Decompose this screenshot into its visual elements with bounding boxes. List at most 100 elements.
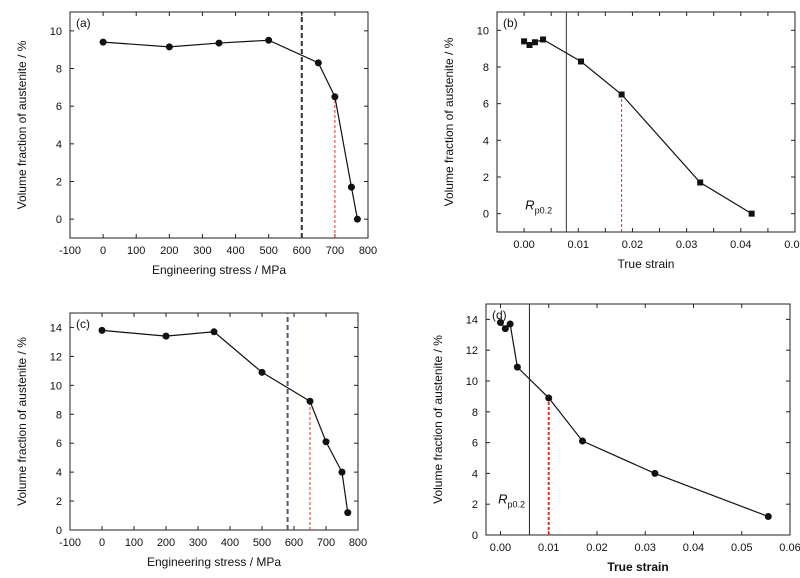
- data-point: [265, 36, 273, 44]
- data-point: [165, 43, 173, 51]
- x-tick-label: 0.05: [731, 542, 752, 554]
- x-tick-label: 0: [100, 245, 106, 257]
- x-tick-label: 0.02: [622, 239, 643, 251]
- series-line: [101, 329, 349, 513]
- y-tick-label: 10: [50, 26, 62, 38]
- data-point: [506, 320, 514, 328]
- panel-1: -100 0 100 200 300 400 500 600 700 800 0 2 4 6 8 10 Engi…: [15, 11, 377, 277]
- rp02-annotation: Rp0.2: [498, 491, 525, 509]
- data-point: [215, 39, 223, 47]
- x-tick-label: 0.03: [635, 542, 656, 554]
- y-tick-label: 10: [50, 380, 62, 392]
- data-point: [210, 328, 218, 336]
- y-tick-label: 10: [466, 376, 478, 388]
- data-point: [331, 93, 339, 101]
- data-point: [338, 468, 346, 476]
- plot-frame: [69, 11, 369, 239]
- data-point: [513, 363, 521, 371]
- data-point: [322, 438, 330, 446]
- y-tick-label: 2: [56, 177, 62, 189]
- x-tick-label: 0.01: [568, 239, 589, 251]
- data-point: [540, 36, 547, 43]
- x-tick-label: 500: [259, 245, 277, 257]
- y-axis-label: Volume fraction of austenite / %: [442, 37, 456, 206]
- data-point: [344, 509, 352, 517]
- data-point: [697, 179, 704, 186]
- data-point: [306, 397, 314, 405]
- x-tick-label: 300: [189, 537, 207, 549]
- rp02-annotation: Rp0.2: [525, 198, 552, 216]
- data-point: [577, 58, 584, 65]
- y-tick-label: 4: [472, 468, 478, 480]
- panel-tag: (a): [76, 16, 91, 30]
- y-tick-label: 2: [472, 499, 478, 511]
- x-tick-label: 700: [317, 537, 335, 549]
- panel-4: 0.00 0.01 0.02 0.03 0.04 0.05 0.06 0 2 4 6 8 10 12 14 T…: [431, 303, 800, 574]
- y-tick-label: 4: [56, 467, 62, 479]
- panel-3: -100 0 100 200 300 400 500 600 700 80002468101214…: [15, 312, 367, 569]
- data-point: [99, 38, 107, 46]
- y-tick-label: 2: [483, 172, 489, 184]
- series-line: [500, 322, 769, 518]
- x-tick-label: 100: [127, 245, 145, 257]
- x-axis-label: Engineering stress / MPa: [152, 263, 286, 277]
- x-axis-label: Engineering stress / MPa: [147, 555, 281, 569]
- y-tick-label: 0: [483, 209, 489, 221]
- data-point: [748, 210, 755, 217]
- x-tick-label: 700: [326, 245, 344, 257]
- y-tick-label: 4: [56, 139, 62, 151]
- plot-frame: [69, 312, 359, 531]
- data-point: [764, 513, 772, 521]
- y-axis-label: Volume fraction of austenite / %: [431, 335, 445, 504]
- panel-tag: (d): [492, 308, 507, 322]
- y-tick-label: 12: [466, 345, 478, 357]
- series-line: [523, 38, 752, 215]
- y-tick-label: 0: [56, 525, 62, 537]
- y-tick-label: 6: [56, 101, 62, 113]
- data-point: [347, 183, 355, 191]
- x-tick-label: 0.03: [676, 239, 697, 251]
- data-point: [353, 215, 361, 223]
- x-tick-label: -100: [59, 245, 81, 257]
- x-tick-label: 0.00: [513, 239, 534, 251]
- x-axis-label: True strain: [607, 560, 668, 574]
- x-tick-label: 600: [285, 537, 303, 549]
- plot-frame: [485, 303, 791, 536]
- x-tick-label: 0.06: [779, 542, 800, 554]
- data-point: [618, 91, 625, 98]
- y-tick-label: 6: [472, 438, 478, 450]
- y-axis-label: Volume fraction of austenite / %: [15, 40, 29, 209]
- data-point: [531, 39, 538, 46]
- x-tick-label: 400: [226, 245, 244, 257]
- y-tick-label: 0: [56, 214, 62, 226]
- x-tick-label: 200: [160, 245, 178, 257]
- y-tick-label: 6: [56, 438, 62, 450]
- x-tick-label: 800: [359, 245, 377, 257]
- x-tick-label: 0: [99, 537, 105, 549]
- data-point: [98, 326, 106, 334]
- y-tick-label: 4: [483, 135, 489, 147]
- panel-2: 0.00 0.01 0.02 0.03 0.04 0.05 0 2 4 6 8 10 True stra…: [442, 11, 800, 271]
- y-tick-label: 8: [56, 64, 62, 76]
- data-point: [496, 318, 504, 326]
- x-tick-label: 300: [193, 245, 211, 257]
- y-tick-label: 6: [483, 99, 489, 111]
- data-point: [314, 59, 322, 67]
- x-tick-label: 0.00: [490, 542, 511, 554]
- y-tick-label: 14: [50, 322, 62, 334]
- y-tick-label: 2: [56, 496, 62, 508]
- data-point: [501, 325, 509, 333]
- y-tick-label: 10: [477, 25, 489, 37]
- x-tick-label: 0.05: [784, 239, 800, 251]
- x-tick-label: 400: [221, 537, 239, 549]
- data-point: [651, 469, 659, 477]
- plot-frame: [496, 11, 796, 233]
- x-axis-label: True strain: [618, 257, 675, 271]
- y-tick-label: 0: [472, 530, 478, 542]
- data-point: [521, 38, 528, 45]
- x-tick-label: -100: [59, 537, 81, 549]
- x-tick-label: 200: [157, 537, 175, 549]
- panel-tag: (b): [503, 16, 518, 30]
- x-tick-label: 600: [293, 245, 311, 257]
